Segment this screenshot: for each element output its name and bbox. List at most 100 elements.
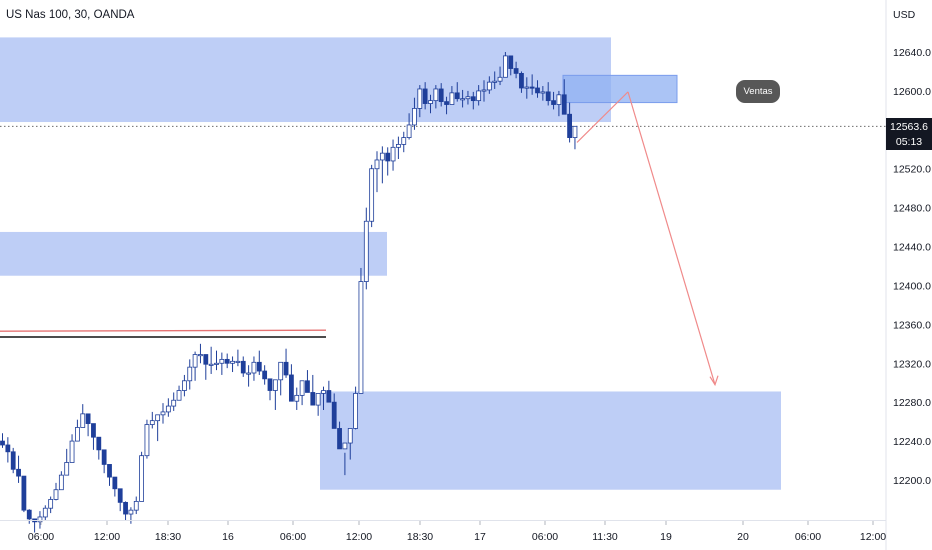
candle-body [556, 94, 562, 105]
candle [262, 365, 268, 385]
projection-layer [576, 91, 719, 387]
candle-body [53, 489, 59, 500]
candle [460, 89, 466, 108]
candle-body [80, 413, 86, 428]
candle [369, 164, 375, 228]
candle-body [342, 442, 348, 450]
candle-body [224, 358, 230, 364]
candle-body [315, 393, 321, 406]
candle [433, 85, 439, 109]
bar-countdown: 05:13 [895, 136, 923, 148]
candle [91, 423, 96, 450]
lower-zone[interactable] [320, 391, 781, 490]
candle [428, 94, 433, 114]
candle [96, 436, 102, 460]
candle-body [369, 168, 375, 222]
last-price-tag: 12563.6 05:13 [886, 118, 932, 150]
candle-body [85, 413, 91, 424]
price-scale[interactable]: 12640.012600.012560.012520.012480.012440… [893, 47, 931, 487]
y-tick-label: 12400.0 [893, 280, 931, 292]
candle-body [101, 449, 107, 465]
candle-body [37, 516, 43, 523]
candle [176, 385, 182, 401]
candle-body [551, 100, 556, 105]
candle [64, 448, 70, 476]
candle [315, 393, 321, 416]
candle-body [331, 401, 337, 429]
upper-zone[interactable] [0, 37, 611, 123]
candle-body [272, 379, 278, 391]
candle-body [155, 414, 161, 422]
y-tick-label: 12320.0 [893, 358, 931, 370]
candle [48, 496, 54, 514]
candle [572, 125, 578, 150]
candle [214, 350, 219, 371]
candle-body [58, 474, 64, 491]
candle [363, 207, 369, 290]
candle-body [16, 468, 21, 477]
candle [117, 488, 123, 512]
y-tick-label: 12360.0 [893, 319, 931, 331]
candle [331, 393, 337, 429]
projection-leg-down[interactable] [627, 91, 716, 385]
candle-body [5, 444, 11, 453]
candle [497, 66, 503, 86]
candle [171, 392, 177, 411]
candle [230, 356, 235, 373]
candle-body [417, 88, 423, 109]
candle [395, 136, 401, 159]
candle-body [567, 113, 572, 139]
candle-body [187, 366, 193, 382]
candle-body [230, 360, 235, 364]
candle-body [283, 361, 289, 376]
candle [310, 374, 316, 406]
candle-body [326, 390, 332, 403]
candle [438, 83, 444, 107]
candle-body [112, 476, 118, 490]
candle-body [21, 475, 27, 511]
time-scale[interactable]: 06:00 12:00 18:30 16 06:00 12:00 18:30 17 06:00 1… [28, 521, 886, 543]
candle [21, 475, 27, 513]
x-tick-label: 17 [474, 531, 486, 543]
y-tick-label: 12480.0 [893, 203, 931, 215]
y-tick-label: 12640.0 [893, 47, 931, 59]
y-tick-label: 12440.0 [893, 242, 931, 254]
candle [556, 90, 562, 117]
candle [246, 365, 252, 387]
candle-body [123, 501, 128, 515]
candle [358, 267, 364, 394]
candle [251, 356, 257, 381]
candle [326, 380, 332, 403]
candle [422, 82, 428, 110]
candle-body [246, 372, 252, 375]
x-tick-label: 16 [222, 531, 234, 543]
candle-body [449, 92, 455, 105]
candle [37, 511, 43, 529]
candle-body [144, 424, 150, 457]
x-tick-label: 11:30 [592, 531, 618, 543]
candle [10, 447, 16, 474]
candle [385, 147, 391, 176]
candle-body [64, 462, 70, 476]
candle-body [502, 55, 508, 78]
note-ventas[interactable]: Ventas [736, 80, 780, 103]
candle-body [433, 88, 439, 102]
projection-leg-up[interactable] [576, 91, 629, 143]
candle [101, 449, 107, 474]
candle-body [428, 100, 433, 104]
candle [112, 476, 118, 497]
middle-zone[interactable] [0, 231, 387, 276]
candle-body [379, 152, 385, 161]
red-level[interactable] [0, 329, 327, 332]
candle-body [465, 96, 471, 100]
symbol-title[interactable]: US Nas 100, 30, OANDA [6, 9, 135, 21]
candle-body [133, 500, 139, 511]
candle [374, 151, 380, 193]
candle-body [42, 507, 48, 518]
sell-zone[interactable] [562, 74, 678, 104]
x-tick-label: 06:00 [280, 531, 306, 543]
candle [524, 77, 530, 99]
candle-body [160, 411, 166, 416]
candle [470, 91, 476, 110]
